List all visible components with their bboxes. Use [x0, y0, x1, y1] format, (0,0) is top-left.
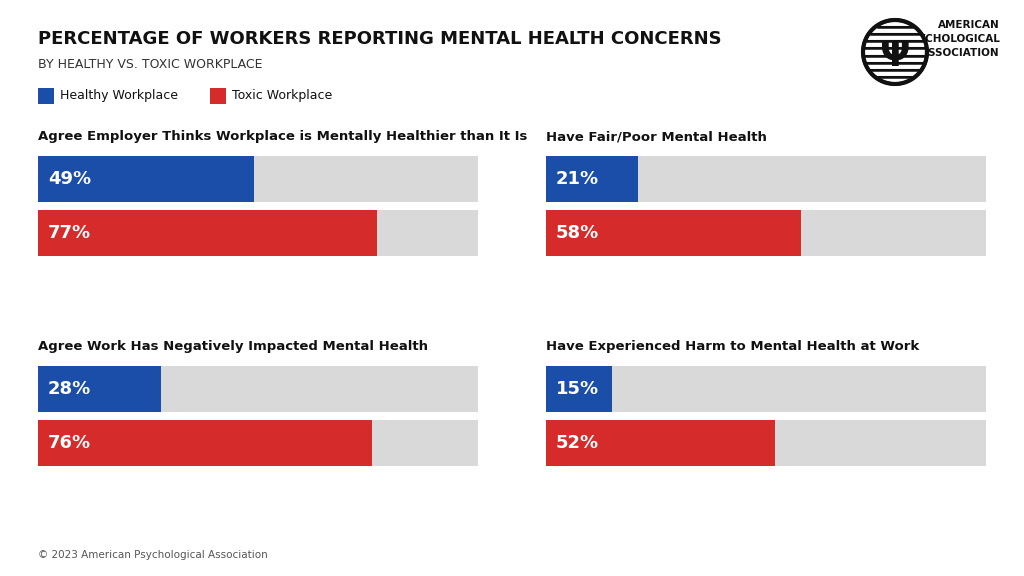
Text: PERCENTAGE OF WORKERS REPORTING MENTAL HEALTH CONCERNS: PERCENTAGE OF WORKERS REPORTING MENTAL H…	[38, 30, 722, 48]
Bar	[210, 88, 226, 104]
Text: Have Experienced Harm to Mental Health at Work: Have Experienced Harm to Mental Health a…	[546, 340, 920, 353]
Text: © 2023 American Psychological Association: © 2023 American Psychological Associatio…	[38, 550, 267, 560]
Text: AMERICAN
PSYCHOLOGICAL
ASSOCIATION: AMERICAN PSYCHOLOGICAL ASSOCIATION	[903, 20, 1000, 58]
Text: 15%: 15%	[556, 380, 599, 398]
Bar	[38, 420, 478, 466]
Bar	[546, 420, 775, 466]
Text: Agree Work Has Negatively Impacted Mental Health: Agree Work Has Negatively Impacted Menta…	[38, 340, 428, 353]
Text: Have Fair/Poor Mental Health: Have Fair/Poor Mental Health	[546, 130, 767, 143]
Text: 21%: 21%	[556, 170, 599, 188]
Bar	[546, 156, 638, 202]
Text: 28%: 28%	[48, 380, 91, 398]
Text: Ψ: Ψ	[880, 39, 910, 73]
Bar	[546, 156, 986, 202]
Bar	[38, 210, 377, 256]
Bar	[38, 210, 478, 256]
Bar	[38, 420, 373, 466]
Text: 49%: 49%	[48, 170, 91, 188]
Bar	[546, 210, 801, 256]
Text: Agree Employer Thinks Workplace is Mentally Healthier than It Is: Agree Employer Thinks Workplace is Menta…	[38, 130, 527, 143]
Text: Toxic Workplace: Toxic Workplace	[232, 89, 332, 103]
Text: 77%: 77%	[48, 224, 91, 242]
Bar	[38, 156, 254, 202]
Bar	[38, 366, 478, 412]
Bar	[546, 366, 612, 412]
Bar	[38, 156, 478, 202]
Bar	[546, 366, 986, 412]
Bar	[546, 420, 986, 466]
Text: 52%: 52%	[556, 434, 599, 452]
Text: Healthy Workplace: Healthy Workplace	[60, 89, 178, 103]
Circle shape	[865, 22, 925, 82]
Bar	[546, 210, 986, 256]
Bar	[38, 88, 54, 104]
Bar	[38, 366, 161, 412]
Text: BY HEALTHY VS. TOXIC WORKPLACE: BY HEALTHY VS. TOXIC WORKPLACE	[38, 58, 262, 71]
Text: 58%: 58%	[556, 224, 599, 242]
Text: 76%: 76%	[48, 434, 91, 452]
